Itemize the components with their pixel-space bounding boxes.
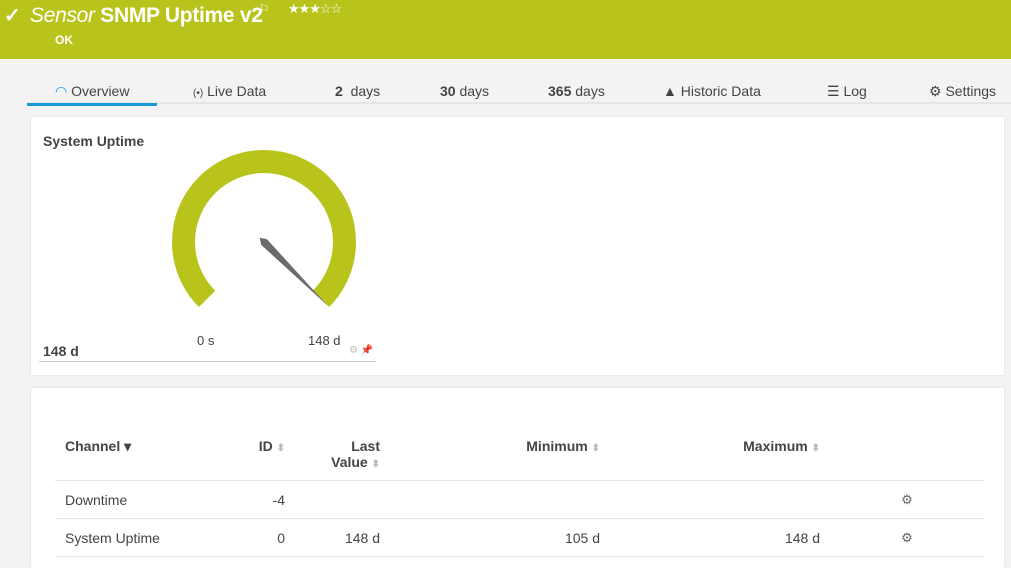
header-label: Minimum (526, 438, 588, 454)
cell-channel[interactable]: Downtime (55, 480, 245, 519)
check-icon: ✓ (4, 5, 21, 27)
sort-icon: ⬍ (591, 443, 600, 454)
cell-max: 148 d (610, 518, 830, 557)
gauge-max-label: 148 d (308, 333, 341, 348)
tab-365-days[interactable]: 365 days (548, 83, 605, 99)
tab-overview[interactable]: ◠ Overview (27, 83, 158, 106)
table-row[interactable]: System Uptime 0 148 d 105 d 148 d ⚙ (55, 518, 984, 557)
gears-icon[interactable]: ⚙ (830, 480, 984, 519)
gauge-min-label: 0 s (197, 333, 215, 348)
caret-down-icon: ▾ (124, 438, 132, 454)
cell-last (295, 480, 390, 519)
header-label: ID (258, 438, 273, 454)
tab-label: Live Data (207, 83, 267, 99)
cell-id: -4 (245, 480, 295, 519)
sensor-name: SNMP Uptime v2 (100, 4, 263, 27)
col-actions (830, 428, 984, 481)
tab-label: days (350, 83, 381, 99)
header-label: Value (331, 454, 368, 470)
sensor-header: ✓ Sensor SNMP Uptime v2 ⚐ ★★★☆☆ OK (0, 0, 1011, 59)
tab-live-data[interactable]: (•) Live Data (193, 83, 266, 99)
cell-last: 148 d (295, 518, 390, 557)
flag-icon[interactable]: ⚐ (259, 2, 270, 16)
tab-num: 30 (440, 83, 456, 99)
tab-bar: ◠ Overview (•) Live Data 2 days 30 days … (27, 80, 1011, 106)
col-minimum[interactable]: Minimum ⬍ (390, 428, 610, 481)
tab-label: Historic Data (680, 83, 761, 99)
gear-icon[interactable]: ⚙ (349, 345, 358, 356)
sort-icon: ⬍ (276, 443, 285, 454)
col-id[interactable]: ID ⬍ (245, 428, 295, 481)
uptime-gauge (172, 149, 356, 308)
cell-max (610, 480, 830, 519)
header-label: Last (351, 438, 380, 454)
gauge-icon: ◠ (55, 83, 68, 99)
col-maximum[interactable]: Maximum ⬍ (610, 428, 830, 481)
sensor-title: Sensor SNMP Uptime v2 (30, 4, 263, 28)
tab-label: Settings (945, 83, 997, 99)
pin-icon[interactable]: 📌 (360, 345, 374, 356)
header-label: Maximum (743, 438, 808, 454)
list-icon: ☰ (827, 83, 840, 99)
tab-label: Overview (71, 83, 130, 99)
sort-icon: ⬍ (371, 459, 380, 470)
tab-30-days[interactable]: 30 days (440, 83, 489, 99)
channel-table-panel: Channel ▾ ID ⬍ Last Value ⬍ Minimum ⬍ Max… (31, 388, 1004, 568)
channel-table: Channel ▾ ID ⬍ Last Value ⬍ Minimum ⬍ Max… (55, 428, 984, 557)
col-channel[interactable]: Channel ▾ (55, 428, 245, 481)
sensor-prefix: Sensor (30, 4, 95, 27)
broadcast-icon: (•) (193, 88, 204, 99)
col-last-value[interactable]: Last Value ⬍ (295, 428, 390, 481)
cell-id: 0 (245, 518, 295, 557)
tab-label: Log (843, 83, 867, 99)
header-label: Channel (65, 438, 121, 454)
tab-num: 365 (548, 83, 572, 99)
table-row[interactable]: Downtime -4 ⚙ (55, 480, 984, 519)
tab-2-days[interactable]: 2 days (335, 83, 380, 99)
gauge-arc (172, 149, 356, 308)
cell-min (390, 480, 610, 519)
gauge-title: System Uptime (43, 133, 145, 149)
tab-label: days (575, 83, 605, 99)
cell-min: 105 d (390, 518, 610, 557)
tab-num: 2 (335, 83, 343, 99)
gauge-panel: System Uptime 0 s 148 d 148 d ⚙ 📌 (31, 117, 1004, 375)
cell-channel[interactable]: System Uptime (55, 518, 245, 557)
sort-icon: ⬍ (811, 443, 820, 454)
tab-settings[interactable]: ⚙ Settings (929, 83, 996, 100)
table-header: Channel ▾ ID ⬍ Last Value ⬍ Minimum ⬍ Max… (55, 428, 984, 481)
tab-label: days (459, 83, 490, 99)
area-chart-icon: ▲ (663, 83, 677, 99)
divider (39, 361, 376, 362)
gears-icon[interactable]: ⚙ (830, 518, 984, 557)
priority-stars[interactable]: ★★★☆☆ (288, 1, 342, 16)
gauge-actions: ⚙ 📌 (349, 345, 373, 356)
gauge-needle (259, 237, 328, 306)
status-text: OK (55, 33, 73, 47)
tab-historic-data[interactable]: ▲ Historic Data (663, 83, 761, 99)
tab-log[interactable]: ☰ Log (827, 83, 867, 100)
gear-icon: ⚙ (929, 83, 942, 99)
gauge-value: 148 d (43, 343, 79, 359)
